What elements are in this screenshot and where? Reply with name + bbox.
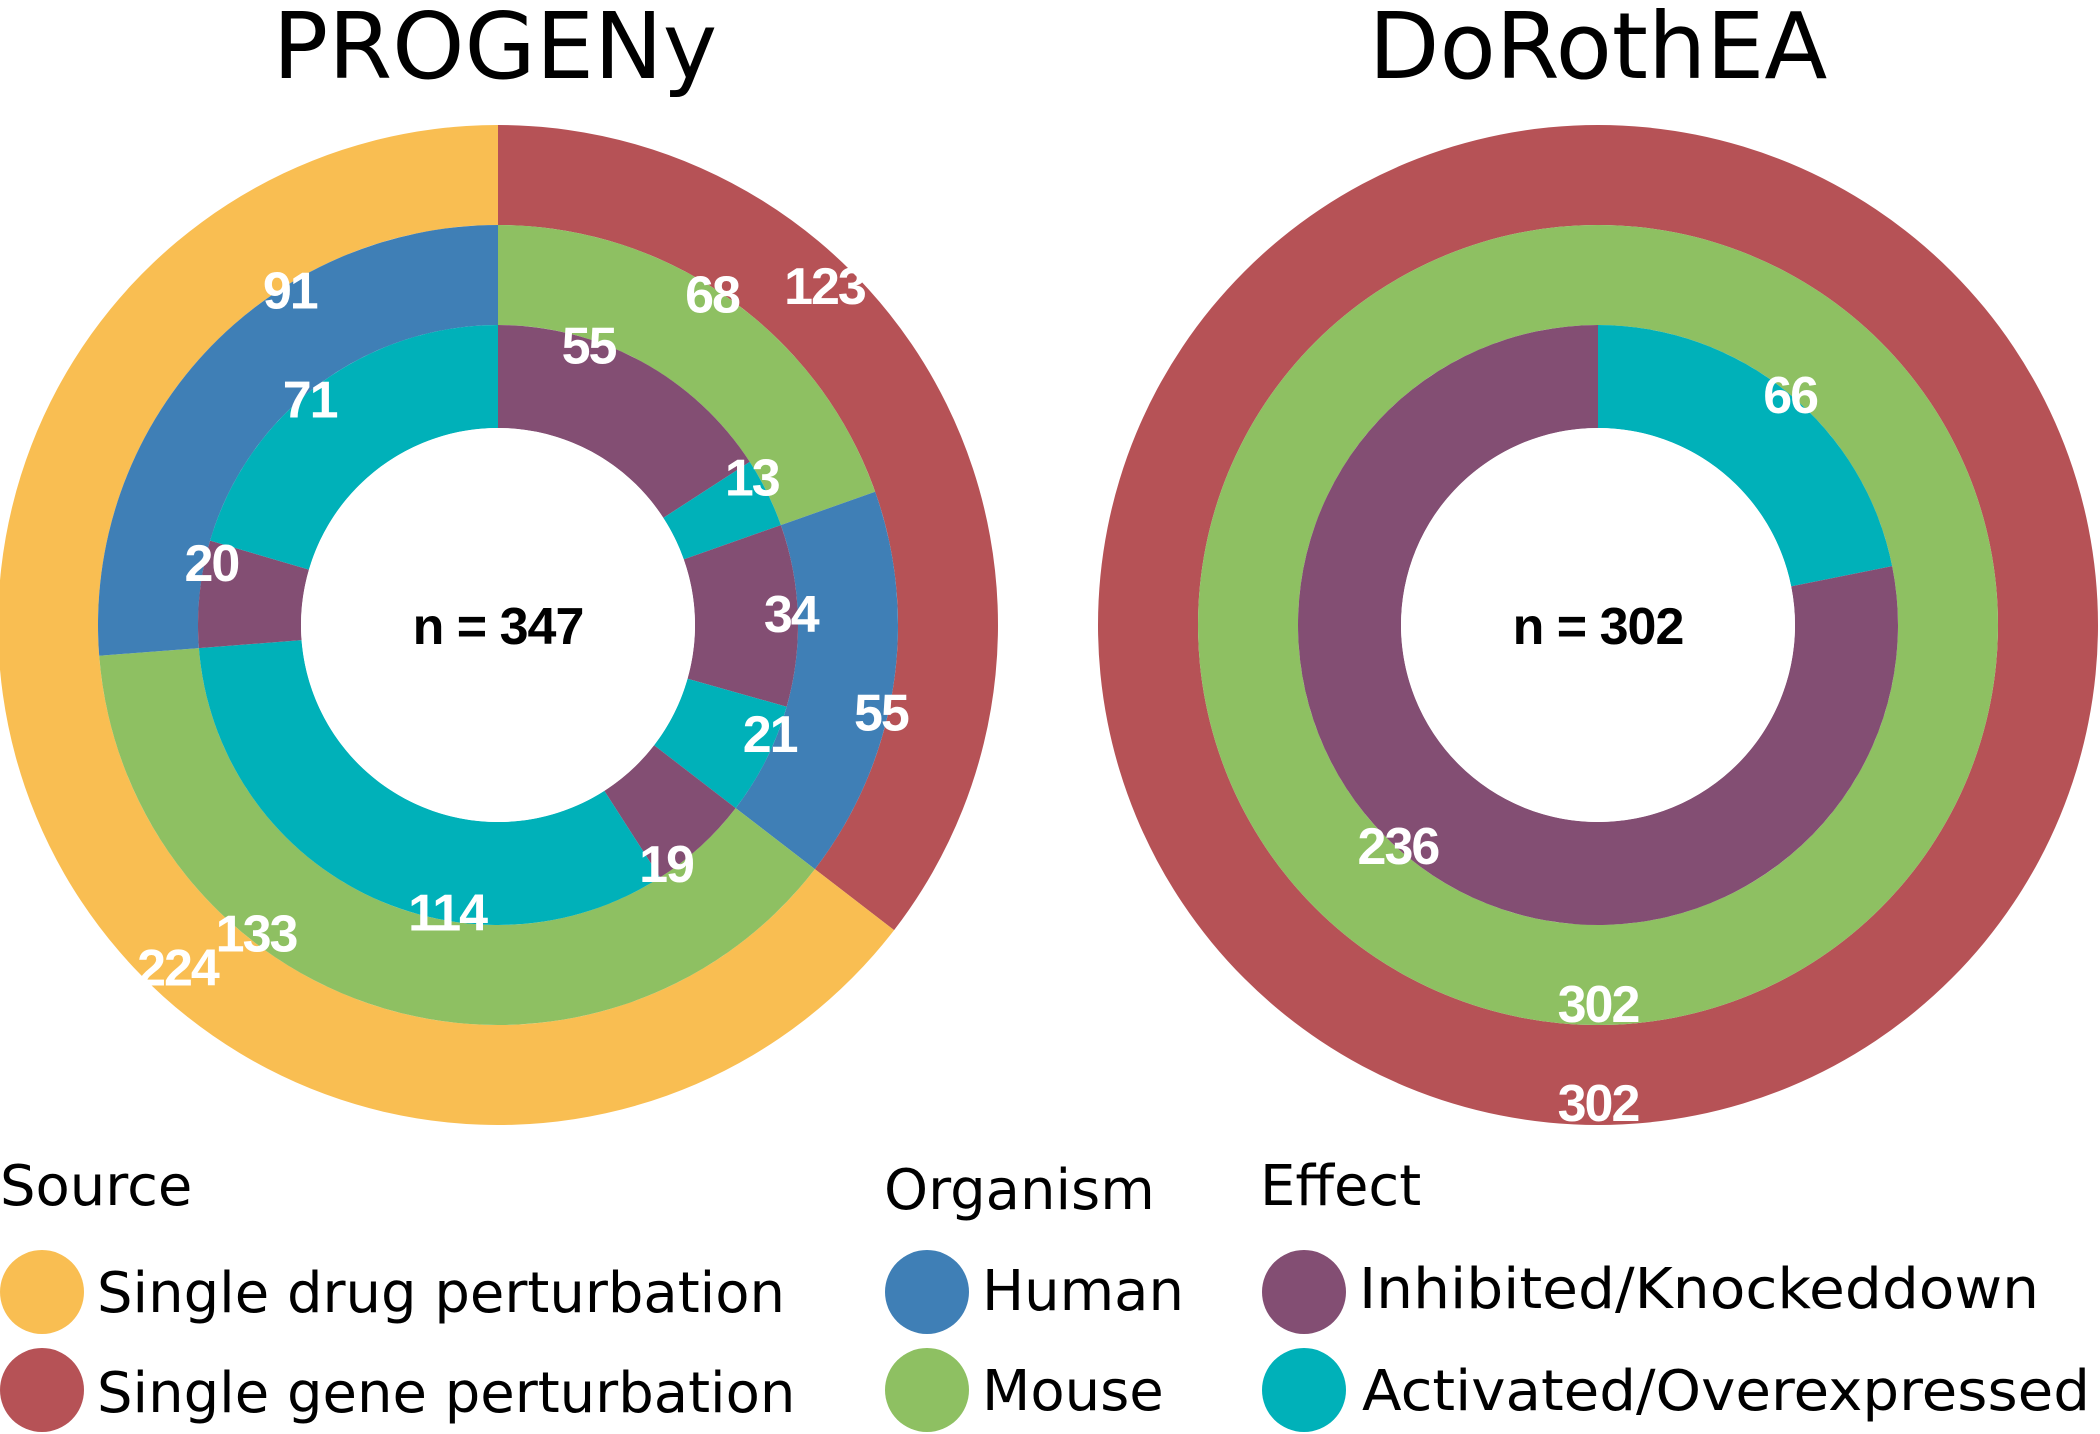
donut-segment-effect [683, 525, 799, 707]
segment-value-label: 123 [784, 258, 866, 316]
legend-label: Mouse [982, 1359, 1164, 1424]
dorothea-chart: DoRothEA 302 302 66 236 n = 302 [1098, 0, 2098, 1133]
legend-swatch [885, 1348, 969, 1432]
legend-title: Source [0, 1154, 192, 1219]
legend: Source Single drug perturbation Single g… [0, 1154, 2090, 1432]
segment-value-label: 224 [137, 940, 220, 998]
donut-segment-organism [498, 225, 876, 526]
progeny-chart: PROGENy 123 224 68 55 133 91 55 13 34 21 19 114 20 71… [0, 0, 999, 1125]
segment-value-label: 66 [1763, 367, 1818, 425]
legend-title: Effect [1260, 1154, 1421, 1219]
donut-hole [301, 428, 695, 822]
donut-segment-effect [1598, 325, 1893, 587]
center-label: n = 347 [413, 598, 584, 656]
segment-value-label: 114 [408, 885, 488, 943]
donut-segment-effect [654, 678, 787, 809]
legend-label: Single gene perturbation [97, 1361, 795, 1426]
legend-swatch [0, 1348, 84, 1432]
legend-label: Human [982, 1259, 1184, 1324]
donut-segment-effect [198, 640, 660, 925]
segment-labels: 123 224 68 55 133 91 55 13 34 21 19 114 20 71 [137, 258, 911, 998]
segment-value-label: 91 [263, 263, 318, 321]
donut-segment-effect [198, 540, 309, 649]
donut-segment-organism [99, 648, 815, 1025]
donut-segment-effect [498, 325, 750, 518]
donut-segment-source [498, 125, 999, 931]
donut-segment-organism [97, 225, 498, 656]
center-label: n = 302 [1513, 598, 1684, 656]
segment-value-label: 55 [562, 317, 617, 375]
chart-title: DoRothEA [1369, 0, 1828, 100]
donut-segment-effect [663, 461, 781, 560]
segment-value-label: 68 [685, 266, 740, 324]
segment-value-label: 34 [764, 586, 820, 644]
donut-segment-organism [735, 491, 898, 870]
segment-value-label: 13 [725, 450, 780, 508]
legend-swatch [0, 1250, 84, 1334]
segment-value-label: 21 [743, 706, 798, 764]
segment-value-label: 133 [216, 906, 298, 964]
segment-value-label: 302 [1558, 976, 1639, 1034]
donut-rings [1098, 125, 2098, 1125]
legend-group-organism: Organism Human Mouse [884, 1158, 1184, 1432]
donut-hole [1401, 428, 1795, 822]
donut-segment-effect [210, 325, 498, 570]
legend-label: Single drug perturbation [97, 1261, 785, 1326]
legend-swatch [1262, 1250, 1346, 1334]
segment-value-label: 19 [639, 836, 693, 894]
segment-value-label: 55 [854, 684, 909, 742]
legend-label: Inhibited/Knockeddown [1359, 1257, 2039, 1322]
donut-segment-effect [604, 745, 736, 878]
segment-value-label: 71 [283, 372, 338, 430]
legend-group-effect: Effect Inhibited/Knockeddown Activated/O… [1260, 1154, 2090, 1432]
segment-value-label: 236 [1358, 818, 1440, 876]
segment-value-label: 20 [184, 535, 238, 593]
donut-rings [0, 125, 999, 1125]
segment-labels: 302 302 66 236 [1358, 367, 1821, 1133]
legend-swatch [885, 1250, 969, 1334]
legend-group-source: Source Single drug perturbation Single g… [0, 1154, 795, 1432]
legend-swatch [1262, 1348, 1346, 1432]
donut-segment-effect [1298, 325, 1898, 926]
legend-title: Organism [884, 1158, 1155, 1223]
segment-value-label: 302 [1558, 1075, 1639, 1133]
chart-title: PROGENy [273, 0, 718, 100]
legend-label: Activated/Overexpressed [1362, 1359, 2090, 1424]
